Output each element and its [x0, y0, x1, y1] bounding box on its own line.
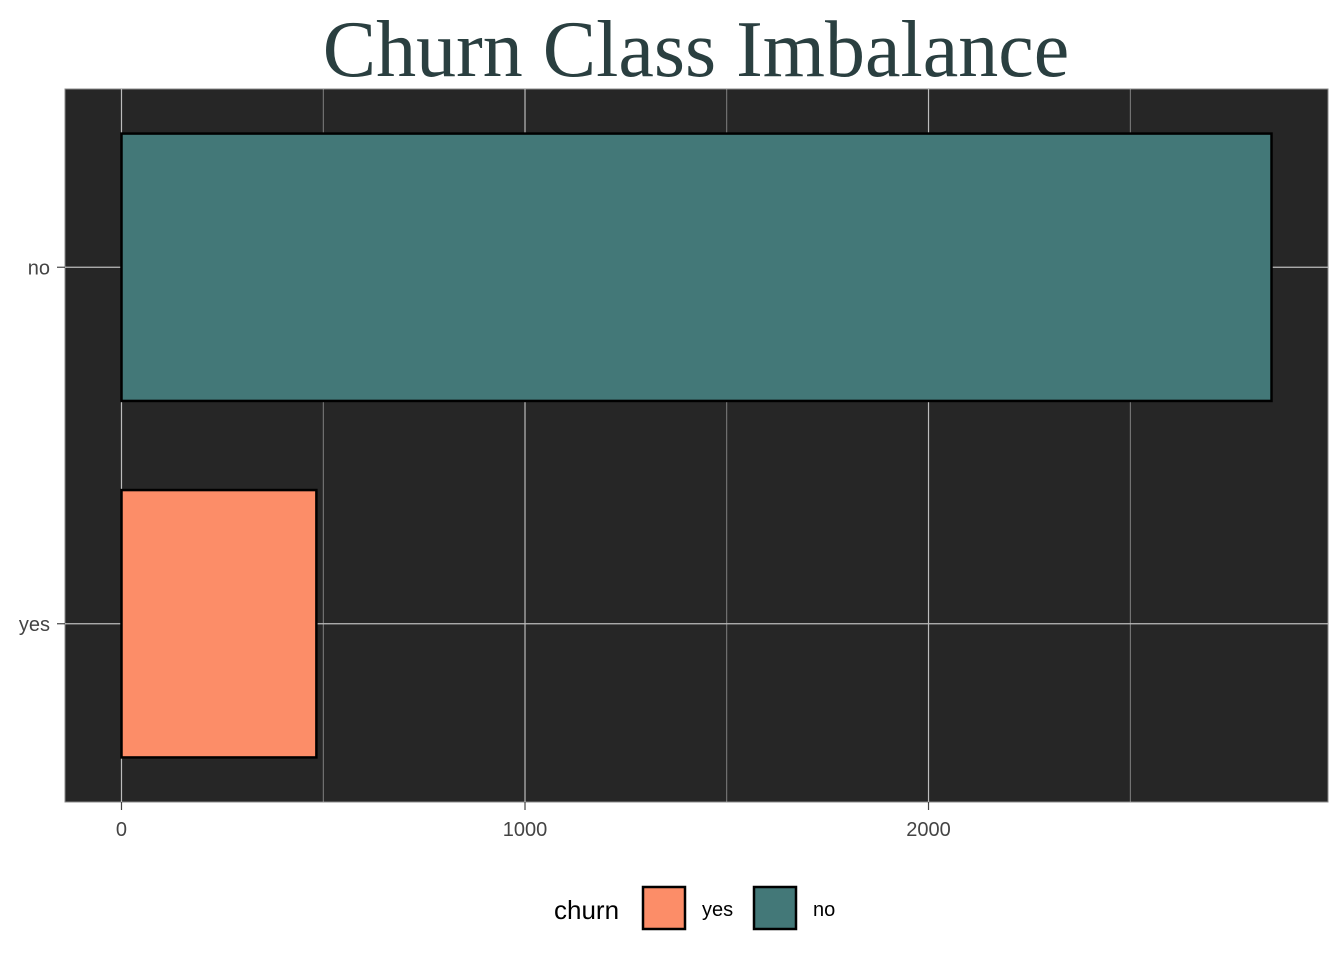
x-tick-label: 1000 — [503, 819, 548, 841]
y-tick-label-yes: yes — [19, 614, 50, 636]
legend-title: churn — [554, 895, 619, 925]
y-tick-label-no: no — [28, 257, 50, 279]
x-tick-label: 2000 — [906, 819, 951, 841]
x-axis: 0 1000 2000 — [116, 802, 951, 841]
legend-label-no: no — [813, 899, 835, 921]
x-tick-label: 0 — [116, 819, 127, 841]
legend: churn yes no — [554, 885, 835, 931]
bars — [120, 132, 1273, 759]
bar-yes — [120, 488, 318, 759]
chart-title: Churn Class Imbalance — [322, 6, 1070, 94]
legend-key-yes — [641, 885, 687, 931]
legend-key-no — [752, 885, 798, 931]
y-axis: no yes — [19, 257, 65, 636]
legend-label-yes: yes — [702, 899, 733, 921]
bar-no — [120, 132, 1273, 403]
